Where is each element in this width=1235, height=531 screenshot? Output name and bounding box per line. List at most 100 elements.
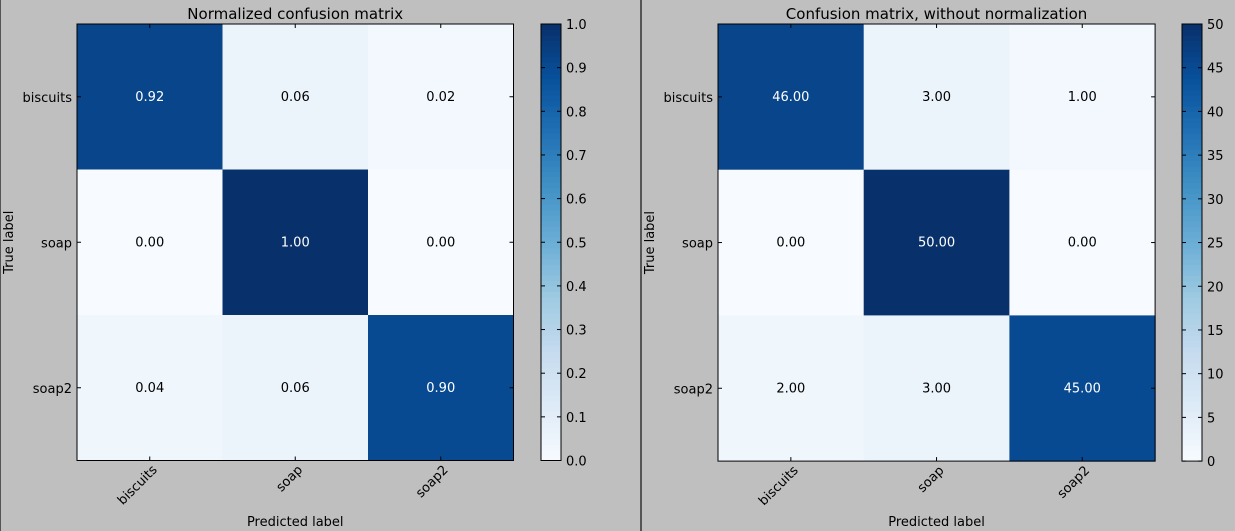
- chart1-colorbar-segment-30: [541, 291, 561, 298]
- chart1-colorbar-segment-66: [541, 94, 561, 101]
- chart1-colorbar-segment-36: [541, 258, 561, 265]
- chart2-colorbar-segment-79: [1182, 24, 1202, 31]
- chart2-colorbar-tick-label-2: 10: [1207, 368, 1224, 383]
- chart2-colorbar-segment-13: [1182, 384, 1202, 391]
- chart2-cell-1-2: [1009, 169, 1156, 316]
- chart2-cell-0-1: [863, 24, 1010, 171]
- chart1-colorbar-tick-label-1: 0.1: [566, 411, 587, 426]
- chart1-colorbar-segment-45: [541, 209, 561, 216]
- chart1-colorbar-segment-22: [541, 335, 561, 342]
- chart2-colorbar-segment-49: [1182, 187, 1202, 194]
- chart2-colorbar-segment-57: [1182, 144, 1202, 151]
- chart2-xtick-label-1: soap: [915, 463, 947, 495]
- chart1-cell-label-1-1: 1.00: [281, 235, 310, 250]
- chart1-colorbar-tick-label-9: 0.9: [566, 62, 587, 77]
- chart1-colorbar-segment-9: [541, 405, 561, 412]
- chart2-colorbar-tick-label-3: 15: [1207, 324, 1224, 339]
- chart1-colorbar-segment-50: [541, 182, 561, 189]
- chart2-colorbar-segment-5: [1182, 428, 1202, 435]
- chart2-colorbar-segment-66: [1182, 95, 1202, 102]
- chart1-ylabel: True label: [2, 211, 17, 275]
- chart2-colorbar-segment-58: [1182, 138, 1202, 145]
- chart2-xtick-label-2: soap2: [1055, 463, 1093, 501]
- chart1-colorbar-segment-8: [541, 411, 561, 418]
- chart1-colorbar-segment-65: [541, 100, 561, 107]
- chart1-colorbar-segment-69: [541, 78, 561, 85]
- chart1-xtick-label-2: soap2: [413, 463, 451, 501]
- chart2-cell-label-0-2: 1.00: [1068, 90, 1097, 105]
- chart1-title: Normalized confusion matrix: [187, 5, 403, 23]
- chart2-colorbar-segment-27: [1182, 308, 1202, 315]
- chart2-colorbar-segment-73: [1182, 56, 1202, 63]
- chart1-colorbar-segment-32: [541, 280, 561, 287]
- chart2-cell-2-2: [1009, 315, 1156, 462]
- chart1-cell-label-2-2: 0.90: [426, 381, 455, 396]
- chart2-colorbar-segment-14: [1182, 379, 1202, 386]
- chart1-colorbar-segment-70: [541, 73, 561, 80]
- chart1-colorbar-segment-57: [541, 144, 561, 151]
- chart2-colorbar-segment-63: [1182, 111, 1202, 118]
- chart1-colorbar-segment-2: [541, 444, 561, 451]
- chart2-colorbar-segment-61: [1182, 122, 1202, 129]
- chart2-colorbar-segment-0: [1182, 455, 1202, 462]
- chart1-colorbar-segment-72: [541, 62, 561, 69]
- chart2-colorbar-segment-62: [1182, 116, 1202, 123]
- chart1-colorbar-segment-26: [541, 313, 561, 320]
- chart1-colorbar-segment-63: [541, 111, 561, 118]
- chart2-colorbar-segment-15: [1182, 373, 1202, 380]
- chart1-colorbar-segment-41: [541, 231, 561, 238]
- chart2-colorbar-segment-44: [1182, 215, 1202, 222]
- chart1-cell-label-0-0: 0.92: [135, 90, 164, 105]
- chart1-colorbar-segment-4: [541, 433, 561, 440]
- chart1-colorbar-segment-11: [541, 395, 561, 402]
- chart2-xtick-label-0: biscuits: [756, 463, 802, 509]
- chart2-colorbar-segment-20: [1182, 346, 1202, 353]
- chart2-colorbar-tick-label-6: 30: [1207, 193, 1224, 208]
- chart1-colorbar-segment-42: [541, 225, 561, 232]
- chart1-colorbar-segment-44: [541, 214, 561, 222]
- chart2-colorbar-segment-17: [1182, 362, 1202, 369]
- chart2-colorbar-segment-16: [1182, 368, 1202, 375]
- chart1-colorbar-segment-79: [541, 24, 561, 31]
- chart1-colorbar-segment-12: [541, 389, 561, 396]
- chart2-colorbar-segment-21: [1182, 340, 1202, 347]
- chart2-colorbar-tick-label-5: 25: [1207, 237, 1224, 252]
- chart2-colorbar-segment-64: [1182, 105, 1202, 113]
- chart2-colorbar-segment-31: [1182, 286, 1202, 293]
- chart1-colorbar-segment-68: [541, 84, 561, 91]
- chart2-ytick-label-0: biscuits: [663, 91, 713, 106]
- chart1-colorbar-segment-47: [541, 198, 561, 205]
- chart1-cell-0-0: [77, 24, 223, 170]
- chart2-cell-label-2-2: 45.00: [1064, 381, 1101, 396]
- chart1-colorbar-segment-75: [541, 45, 561, 52]
- chart1-cell-label-2-0: 0.04: [135, 381, 164, 396]
- chart1-colorbar-segment-46: [541, 204, 561, 211]
- chart1-colorbar-segment-37: [541, 253, 561, 260]
- chart2-colorbar-segment-2: [1182, 444, 1202, 451]
- chart1-colorbar-tick-label-8: 0.8: [566, 105, 587, 120]
- chart2-colorbar-segment-74: [1182, 51, 1202, 58]
- chart2-colorbar-tick-label-10: 50: [1207, 18, 1224, 33]
- chart2-colorbar-segment-25: [1182, 319, 1202, 326]
- chart2-xlabel: Predicted label: [888, 515, 985, 530]
- chart1-cell-1-0: [77, 169, 223, 316]
- chart1-colorbar-segment-1: [541, 449, 561, 456]
- chart1-colorbar-segment-40: [541, 236, 561, 243]
- chart2-colorbar-tick-label-1: 5: [1207, 411, 1215, 426]
- chart2-cell-label-1-0: 0.00: [776, 236, 805, 251]
- chart2-colorbar-segment-78: [1182, 29, 1202, 36]
- chart2-cell-0-0: [718, 24, 865, 171]
- chart2-colorbar-segment-41: [1182, 231, 1202, 238]
- chart1-colorbar-segment-6: [541, 422, 561, 429]
- chart1-colorbar-segment-52: [541, 171, 561, 178]
- chart2-colorbar-segment-19: [1182, 351, 1202, 358]
- chart1-colorbar-segment-43: [541, 220, 561, 227]
- chart1-colorbar-segment-20: [541, 345, 561, 352]
- chart1-colorbar-segment-14: [541, 378, 561, 385]
- chart1-colorbar-segment-33: [541, 274, 561, 282]
- chart2-colorbar-segment-67: [1182, 89, 1202, 96]
- chart1-colorbar-tick-label-10: 1.0: [566, 18, 587, 33]
- chart2-colorbar-segment-1: [1182, 450, 1202, 457]
- chart1-colorbar-segment-73: [541, 56, 561, 63]
